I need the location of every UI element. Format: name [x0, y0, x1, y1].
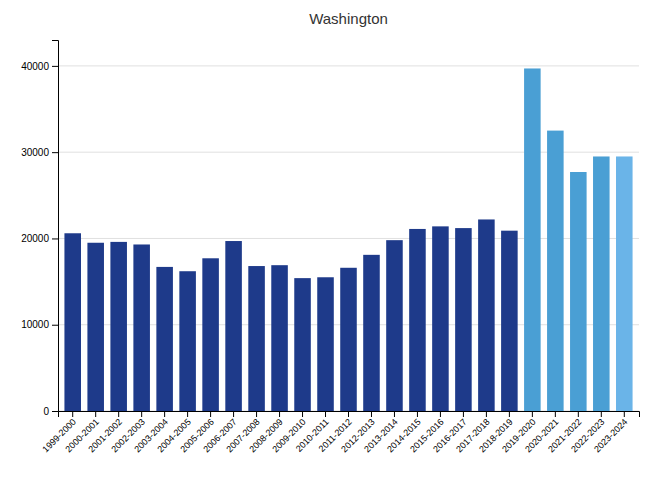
- chart-svg: 0 10000 20000 30000 40000 1999-20002000-20012…: [0, 0, 659, 483]
- y-tick-mark: [52, 411, 58, 412]
- bar: [317, 277, 334, 411]
- bars: [64, 68, 632, 411]
- bar: [478, 219, 495, 411]
- grid: [58, 66, 639, 411]
- bar: [547, 131, 564, 411]
- x-axis: 1999-20002000-20012001-20022002-20032003…: [40, 411, 639, 454]
- bar: [156, 267, 173, 411]
- bar: [570, 172, 587, 411]
- x-tick-mark: [417, 411, 418, 417]
- x-tick-mark: [233, 411, 234, 417]
- x-tick-mark: [578, 411, 579, 417]
- y-tick-mark: [52, 325, 58, 326]
- x-tick-mark: [141, 411, 142, 417]
- grid-line: [58, 65, 639, 66]
- x-tick-mark: [325, 411, 326, 417]
- x-tick-mark: [394, 411, 395, 417]
- bar: [248, 266, 265, 411]
- bar: [110, 242, 127, 411]
- x-tick-mark: [256, 411, 257, 417]
- bar: [64, 233, 81, 411]
- y-axis: 0 10000 20000 30000 40000: [21, 41, 58, 417]
- y-tick-mark: [52, 66, 58, 67]
- bar: [133, 244, 150, 411]
- y-tick-label: 30000: [21, 147, 49, 158]
- x-tick-mark: [624, 411, 625, 417]
- y-tick-label: 10000: [21, 319, 49, 330]
- chart-container: 0 10000 20000 30000 40000 1999-20002000-20012…: [0, 0, 659, 483]
- x-tick-mark: [210, 411, 211, 417]
- bar: [202, 258, 219, 411]
- x-axis-line: [59, 412, 640, 418]
- x-tick: 2023-2024: [592, 411, 630, 454]
- y-tick: 10000: [21, 319, 58, 330]
- x-tick-mark: [95, 411, 96, 417]
- bar: [87, 243, 104, 411]
- x-tick-mark: [532, 411, 533, 417]
- bar: [455, 228, 472, 411]
- y-tick-label: 0: [43, 406, 49, 417]
- bar: [179, 271, 196, 411]
- y-tick-mark: [52, 152, 58, 153]
- bar: [386, 240, 403, 411]
- x-tick-label: 2023-2024: [592, 417, 630, 455]
- y-tick: 40000: [21, 61, 58, 72]
- x-tick-mark: [601, 411, 602, 417]
- x-tick-mark: [279, 411, 280, 417]
- x-tick-mark: [72, 411, 73, 417]
- bar: [616, 156, 633, 411]
- bar: [340, 268, 357, 411]
- y-tick: 0: [43, 406, 58, 417]
- y-tick: 20000: [21, 233, 58, 244]
- x-tick-mark: [555, 411, 556, 417]
- x-tick-mark: [348, 411, 349, 417]
- y-tick-label: 40000: [21, 61, 49, 72]
- x-tick-mark: [463, 411, 464, 417]
- bar: [432, 226, 449, 411]
- plot: 0 10000 20000 30000 40000 1999-20002000-20012…: [21, 41, 639, 455]
- bar: [363, 255, 380, 411]
- y-axis-line: [52, 41, 59, 412]
- x-tick-mark: [486, 411, 487, 417]
- x-tick-mark: [187, 411, 188, 417]
- x-tick-mark: [509, 411, 510, 417]
- x-tick-mark: [440, 411, 441, 417]
- x-tick-mark: [302, 411, 303, 417]
- y-tick: 30000: [21, 147, 58, 158]
- bar: [271, 265, 288, 411]
- bar: [524, 68, 541, 411]
- x-tick-mark: [164, 411, 165, 417]
- bar: [225, 241, 242, 411]
- bar: [593, 156, 610, 411]
- x-tick-mark: [371, 411, 372, 417]
- bar: [294, 278, 311, 411]
- y-tick-mark: [52, 238, 58, 239]
- x-tick-mark: [118, 411, 119, 417]
- y-tick-label: 20000: [21, 233, 49, 244]
- title: Washington: [309, 10, 388, 27]
- bar: [501, 231, 518, 411]
- bar: [409, 229, 426, 411]
